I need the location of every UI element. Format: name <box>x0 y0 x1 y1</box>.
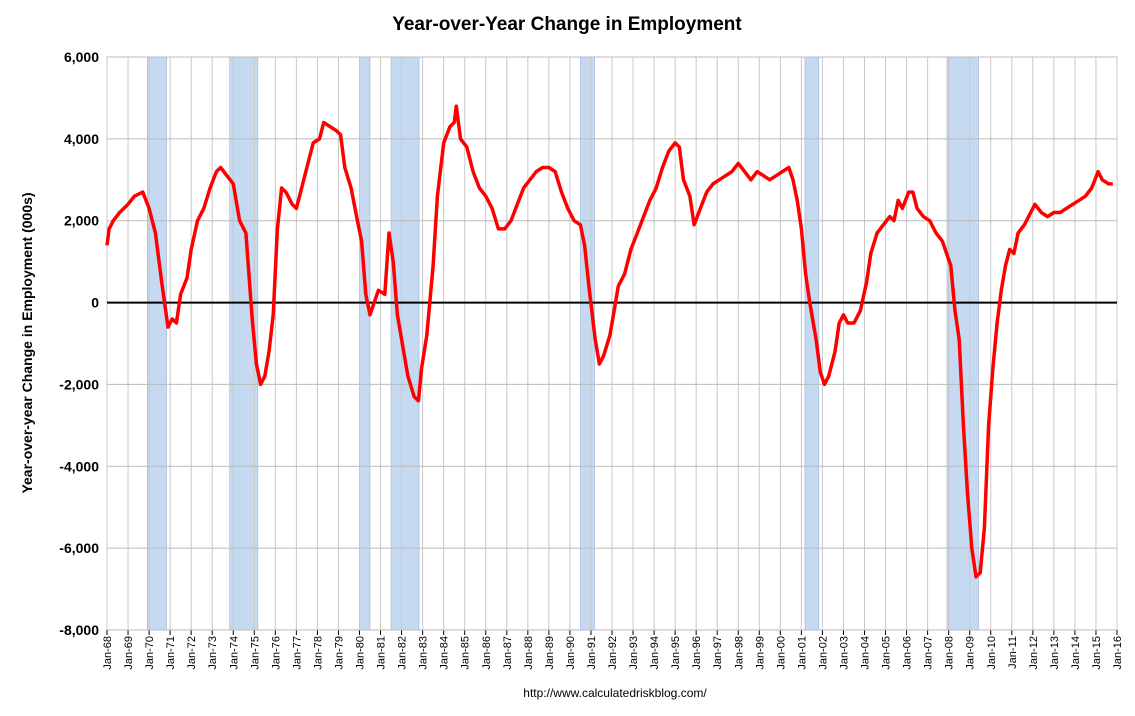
y-tick-label: -8,000 <box>59 622 99 638</box>
y-tick-label: 0 <box>91 295 99 311</box>
x-tick-label: Jan-98 <box>733 636 745 670</box>
x-tick-label: Jan-88 <box>523 636 535 670</box>
x-tick-label: Jan-83 <box>418 636 430 670</box>
x-tick-label: Jan-00 <box>775 636 787 670</box>
x-tick-label: Jan-15 <box>1091 636 1103 670</box>
x-tick-label: Jan-12 <box>1028 636 1040 670</box>
recession-band <box>580 56 595 631</box>
x-tick-label: Jan-07 <box>923 636 935 670</box>
x-tick-label: Jan-70 <box>144 636 156 670</box>
chart-title: Year-over-Year Change in Employment <box>392 14 742 35</box>
x-tick-label: Jan-04 <box>860 636 872 670</box>
x-tick-label: Jan-89 <box>544 636 556 670</box>
x-tick-label: Jan-71 <box>165 636 177 670</box>
x-tick-label: Jan-84 <box>439 636 451 670</box>
x-tick-label: Jan-78 <box>312 636 324 670</box>
x-tick-label: Jan-95 <box>670 636 682 670</box>
x-tick-label: Jan-82 <box>397 636 409 670</box>
x-tick-label: Jan-72 <box>186 636 198 670</box>
x-tick-label: Jan-91 <box>586 636 598 670</box>
x-tick-label: Jan-76 <box>270 636 282 670</box>
x-tick-label: Jan-90 <box>565 636 577 670</box>
x-tick-label: Jan-08 <box>944 636 956 670</box>
x-tick-label: Jan-03 <box>838 636 850 670</box>
x-tick-label: Jan-92 <box>607 636 619 670</box>
x-tick-label: Jan-99 <box>754 636 766 670</box>
x-tick-label: Jan-73 <box>207 636 219 670</box>
x-tick-label: Jan-02 <box>817 636 829 670</box>
x-tick-label: Jan-05 <box>881 636 893 670</box>
y-tick-label: -2,000 <box>59 376 99 392</box>
y-axis-label: Year-over-year Change in Employment (000… <box>19 192 35 493</box>
y-tick-label: 4,000 <box>64 131 99 147</box>
y-tick-label: 6,000 <box>64 49 99 65</box>
x-tick-label: Jan-14 <box>1070 636 1082 670</box>
x-tick-label: Jan-16 <box>1112 636 1124 670</box>
recession-band <box>390 56 420 631</box>
y-tick-label: -4,000 <box>59 458 99 474</box>
x-tick-label: Jan-74 <box>228 636 240 670</box>
recession-band <box>147 56 167 631</box>
x-tick-label: Jan-68 <box>102 636 114 670</box>
x-tick-label: Jan-11 <box>1007 636 1019 669</box>
x-tick-label: Jan-87 <box>502 636 514 670</box>
x-tick-label: Jan-79 <box>333 636 345 670</box>
x-tick-label: Jan-06 <box>902 636 914 670</box>
x-tick-label: Jan-86 <box>481 636 493 670</box>
x-tick-label: Jan-93 <box>628 636 640 670</box>
x-tick-label: Jan-97 <box>712 636 724 670</box>
x-tick-label: Jan-13 <box>1049 636 1061 670</box>
x-tick-label: Jan-09 <box>965 636 977 670</box>
x-tick-label: Jan-80 <box>355 636 367 670</box>
x-tick-label: Jan-96 <box>691 636 703 670</box>
source-note: http://www.calculatedriskblog.com/ <box>523 686 707 700</box>
y-tick-label: -6,000 <box>59 540 99 556</box>
recession-band <box>359 56 371 631</box>
x-tick-label: Jan-77 <box>291 636 303 670</box>
data-line <box>105 104 1113 579</box>
x-tick-label: Jan-75 <box>249 636 261 670</box>
x-tick-label: Jan-81 <box>376 636 388 670</box>
x-tick-label: Jan-01 <box>796 636 808 670</box>
y-tick-label: 2,000 <box>64 213 99 229</box>
x-tick-label: Jan-85 <box>460 636 472 670</box>
x-tick-label: Jan-10 <box>986 636 998 670</box>
recession-band <box>946 56 979 631</box>
x-tick-label: Jan-69 <box>123 636 135 670</box>
x-tick-label: Jan-94 <box>649 636 661 670</box>
